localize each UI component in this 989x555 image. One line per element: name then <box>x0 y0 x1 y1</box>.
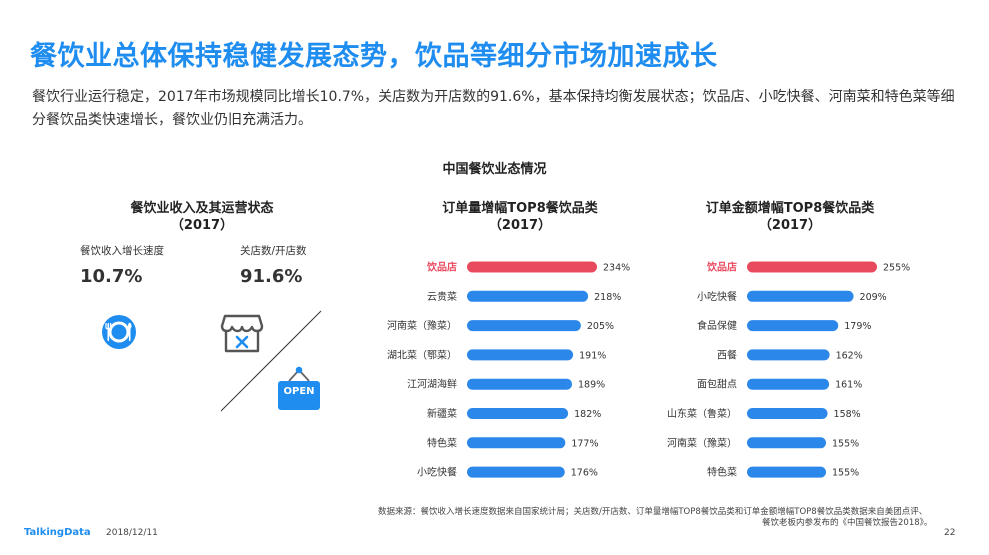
category-label: 饮品店 <box>426 261 457 274</box>
bar <box>747 378 830 390</box>
order-volume-bar-chart: 饮品店 234% 云贵菜 218% 河南菜（豫菜） 205% 湖北菜（鄂菜） 191% 江河湖海… <box>387 261 630 479</box>
bar <box>747 290 854 302</box>
open-sign-text: OPEN <box>283 386 315 397</box>
bar-value-label: 179% <box>844 321 871 332</box>
bar-value-label: 176% <box>571 468 598 479</box>
category-label: 食品保健 <box>697 319 737 332</box>
closed-store-icon <box>220 314 264 353</box>
page-title: 餐饮业总体保持稳健发展态势，饮品等细分市场加速成长 <box>30 41 718 72</box>
bar <box>747 320 839 332</box>
order-volume-chart-title-text: 订单量增幅TOP8餐饮品类 <box>442 201 598 216</box>
bar-value-label: 234% <box>603 263 630 274</box>
bar-value-label: 191% <box>579 350 606 361</box>
bar <box>467 378 572 390</box>
left-panel-title-text: 餐饮业收入及其运营状态 <box>130 201 274 216</box>
footer-date: 2018/12/11 <box>106 528 158 538</box>
order-volume-chart-title: 订单量增幅TOP8餐饮品类 （2017） <box>405 200 635 234</box>
category-label: 河南菜（豫菜） <box>387 319 457 332</box>
bar-value-label: 155% <box>832 438 859 449</box>
bar <box>467 408 569 419</box>
revenue-growth-label: 餐饮收入增长速度 <box>80 245 164 257</box>
bar-value-label: 177% <box>571 438 598 449</box>
close-open-ratio-value: 91.6% <box>240 266 303 287</box>
category-label: 江河湖海鲜 <box>407 378 457 391</box>
category-label: 饮品店 <box>706 261 737 274</box>
open-sign-icon <box>278 366 320 410</box>
category-label: 小吃快餐 <box>417 466 457 479</box>
category-label: 西餐 <box>717 348 737 361</box>
bar <box>467 466 565 478</box>
category-label: 湖北菜（鄂菜） <box>387 349 457 361</box>
bar <box>747 437 827 449</box>
category-label: 特色菜 <box>427 436 457 449</box>
order-volume-chart-year: （2017） <box>488 218 552 233</box>
dining-plate-icon <box>102 315 136 349</box>
bar-value-label: 158% <box>834 409 861 420</box>
order-amount-chart-title-text: 订单金额增幅TOP8餐饮品类 <box>705 201 875 216</box>
bar-value-label: 205% <box>587 321 614 332</box>
page-subtitle: 餐饮行业运行稳定，2017年市场规模同比增长10.7%，关店数为开店数的91.6… <box>32 89 955 128</box>
category-label: 河南菜（豫菜） <box>667 436 737 449</box>
order-amount-chart-year: （2017） <box>758 218 822 233</box>
bar <box>467 290 589 302</box>
left-panel-title: 餐饮业收入及其运营状态 （2017） <box>92 200 312 234</box>
left-panel-year: （2017） <box>170 218 234 233</box>
bar-value-label: 189% <box>578 380 605 391</box>
highlight-bar <box>747 261 877 273</box>
category-label: 面包甜点 <box>697 378 737 391</box>
bar <box>467 320 581 332</box>
revenue-growth-value: 10.7% <box>80 266 143 287</box>
bar-value-label: 162% <box>836 350 863 361</box>
page-number: 22 <box>944 528 956 538</box>
bar-value-label: 161% <box>835 380 862 391</box>
bar-value-label: 255% <box>883 263 910 274</box>
category-label: 新疆菜 <box>427 407 457 420</box>
category-label: 小吃快餐 <box>697 290 737 303</box>
bar <box>747 349 830 361</box>
bar-value-label: 155% <box>832 468 859 479</box>
data-source-line-2: 餐饮老板内参发布的《中国餐饮报告2018》。 <box>762 518 933 528</box>
bar <box>467 349 574 361</box>
bar <box>747 408 828 419</box>
diagonal-divider <box>220 310 322 412</box>
data-source-note: 数据来源：餐饮收入增长速度数据来自国家统计局；关店数/开店数、订单量增幅TOP8… <box>378 507 958 529</box>
close-open-ratio-label: 关店数/开店数 <box>240 245 307 257</box>
bar-value-label: 182% <box>574 409 601 420</box>
bar <box>467 437 566 449</box>
bar <box>747 466 827 478</box>
data-source-line-1: 数据来源：餐饮收入增长速度数据来自国家统计局；关店数/开店数、订单量增幅TOP8… <box>378 507 928 517</box>
category-label: 山东菜（鲁菜） <box>667 407 737 420</box>
bar-value-label: 218% <box>594 292 621 303</box>
category-label: 特色菜 <box>707 466 737 479</box>
order-amount-bar-chart: 饮品店 255% 小吃快餐 209% 食品保健 179% 西餐 162% 面包甜点 161% 山东菜… <box>667 261 910 479</box>
order-amount-chart-title: 订单金额增幅TOP8餐饮品类 （2017） <box>675 200 905 234</box>
category-label: 云贵菜 <box>427 290 457 303</box>
brand-logo-text: TalkingData <box>24 527 91 538</box>
section-title: 中国餐饮业态情况 <box>442 162 547 177</box>
bar-value-label: 209% <box>860 292 887 303</box>
highlight-bar <box>467 261 597 273</box>
